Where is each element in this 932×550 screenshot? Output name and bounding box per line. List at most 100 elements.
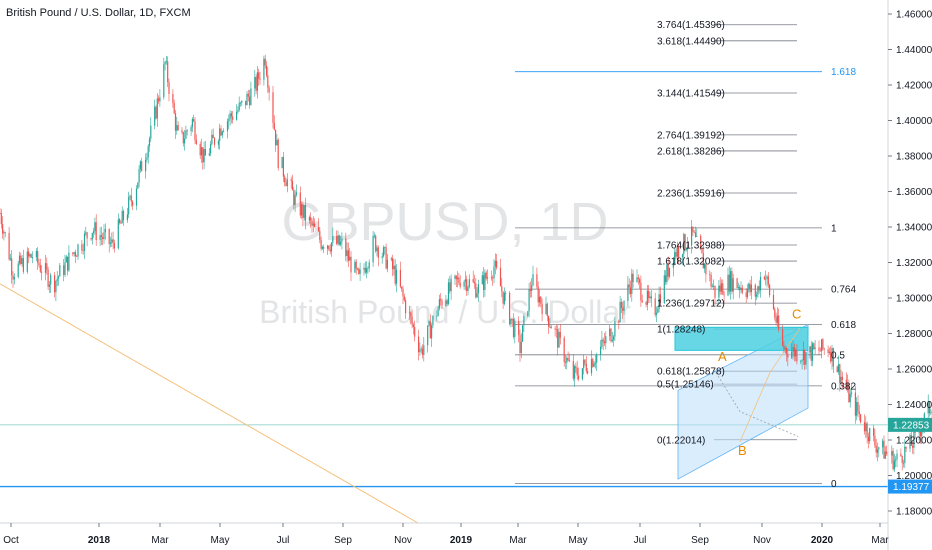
candle-body (618, 321, 620, 323)
candle-body (782, 329, 784, 346)
candle-body (186, 130, 188, 132)
candle-body (472, 279, 474, 283)
candle-body (239, 102, 242, 104)
y-tick-label: 1.26000 (896, 365, 932, 376)
candle-body (217, 141, 219, 145)
candle-body (150, 125, 152, 139)
candle-body (722, 283, 724, 295)
candle-body (122, 211, 125, 221)
fib-level-label: 0.5(1.25146) (657, 380, 714, 391)
candle-body (327, 245, 329, 249)
y-tick-label: 1.32000 (896, 258, 932, 269)
candle-body (503, 292, 505, 304)
candle-body (220, 128, 222, 136)
candle-body (882, 440, 884, 448)
watermark: GBPUSD, 1D British Pound / U.S. Dollar (259, 192, 631, 330)
candle-body (564, 362, 567, 363)
candle-body (875, 445, 877, 453)
candle-body (902, 462, 905, 464)
candle-body (59, 265, 61, 277)
candle-body (805, 352, 807, 365)
candle-body (273, 122, 275, 130)
fib-retracement-label: 1 (831, 223, 837, 234)
candle-body (11, 258, 13, 276)
fib-retracement-label: 0.382 (831, 381, 856, 392)
candle-body (212, 134, 214, 138)
candle-body (603, 341, 606, 344)
candle-body (111, 239, 113, 243)
candle-body (403, 296, 405, 301)
candle-body (640, 282, 642, 301)
y-tick-label: 1.46000 (896, 10, 932, 21)
candle-body (54, 275, 56, 293)
candle-body (736, 278, 738, 288)
candle-body (700, 235, 702, 249)
candle-body (512, 319, 515, 337)
candle-body (919, 432, 921, 437)
projection-line (715, 372, 799, 437)
candle-body (328, 245, 330, 250)
candle-body (126, 214, 128, 221)
watermark-symbol: GBPUSD, 1D (281, 192, 608, 252)
candle-body (228, 118, 230, 122)
candle-body (730, 271, 732, 292)
candle-body (164, 61, 166, 65)
candle-body (211, 134, 213, 145)
candle-body (555, 329, 557, 331)
candle-body (765, 278, 767, 280)
candle-body (727, 274, 729, 296)
x-tick-label: Sep (691, 535, 709, 546)
candle-body (440, 299, 442, 301)
candle-body (236, 111, 238, 120)
candle-body (354, 261, 356, 273)
candle-body (678, 247, 680, 258)
candle-body (56, 278, 58, 282)
candle-body (658, 294, 660, 309)
candle-body (613, 336, 615, 340)
candle-body (575, 366, 577, 369)
candle-body (675, 252, 677, 257)
fib-labels: 3.764(1.45396) 3.618(1.44490) 3.144(1.4154… (657, 20, 856, 490)
candle-body (796, 350, 798, 362)
candle-body (876, 449, 879, 453)
candle-body (420, 348, 422, 350)
candle-body (446, 300, 448, 304)
candle-body (229, 113, 231, 119)
candle-body (886, 451, 888, 454)
candle-body (905, 446, 907, 449)
candle-body (103, 232, 105, 240)
candle-body (629, 287, 632, 294)
y-tick-label: 1.44000 (896, 45, 932, 56)
candle-body (505, 292, 507, 294)
candle-body (590, 359, 593, 374)
candle-body (914, 431, 916, 433)
candle-body (204, 149, 206, 156)
candle-body (100, 235, 102, 238)
price-tag (888, 479, 932, 494)
candle-body (684, 234, 686, 250)
candle-body (386, 259, 388, 269)
candle-body (528, 289, 530, 312)
candle-body (787, 353, 789, 358)
candle-body (584, 359, 586, 364)
wave-label: B (738, 443, 747, 458)
candle-body (238, 102, 240, 110)
x-tick-label: 2018 (88, 535, 111, 546)
candle-body (912, 445, 914, 448)
candle-body (610, 328, 612, 342)
x-tick-label: 2019 (450, 535, 473, 546)
candle-body (85, 232, 87, 234)
candle-body (50, 275, 52, 285)
candle-body (856, 402, 858, 416)
candle-body (867, 436, 869, 442)
watermark-name: British Pound / U.S. Dollar (259, 294, 631, 330)
candle-body (94, 222, 96, 232)
candle-body (483, 275, 485, 290)
candle-body (484, 272, 486, 290)
drawings[interactable] (0, 24, 822, 524)
candle-body (921, 429, 923, 437)
candle-body (701, 248, 703, 254)
candle-body (249, 96, 251, 105)
candle-body (67, 256, 69, 271)
